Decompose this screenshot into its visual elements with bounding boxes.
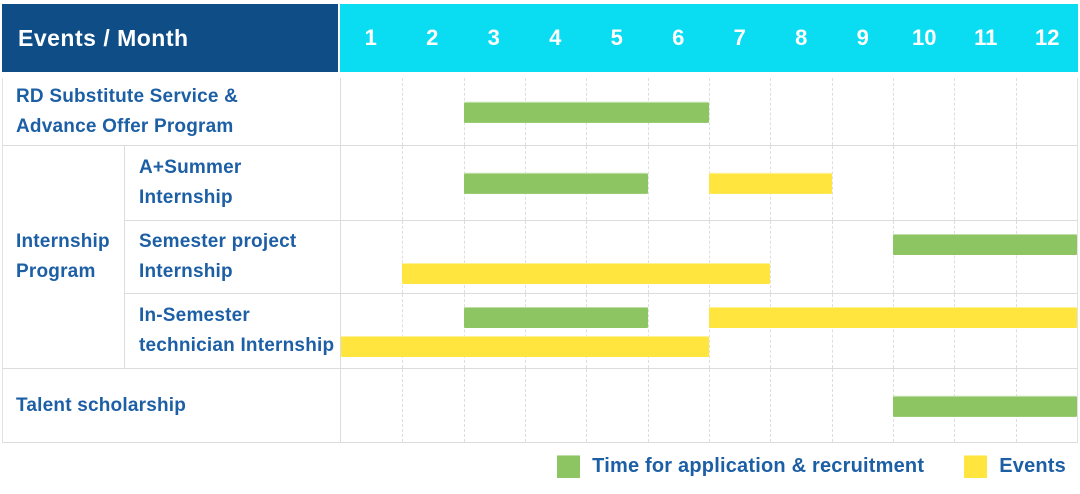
legend-item-events: Events [964,454,1066,478]
month-gridline [647,369,649,442]
month-gridline [831,294,833,368]
month-gridline [893,221,894,293]
month-gridline [402,221,404,293]
month-header-cell: 9 [856,25,869,50]
month-header-cell: 10 [912,25,937,50]
month-header-cell: 6 [672,25,685,50]
application-bar [893,234,1077,255]
month-gridline [770,294,772,368]
month-gridline [893,294,894,368]
events-bar [709,307,1077,328]
application-bar [463,172,648,194]
group-rows: A+Summer Internship Semester project Int… [125,146,1077,368]
events-bar [402,263,771,284]
events-bar [709,172,832,194]
gantt-chart: Events / Month 1 2 3 4 5 6 7 8 9 10 11 12 RD Substi… [2,4,1078,443]
month-gridline [831,221,833,293]
row-label-in-semester: In-Semester technician Internship [125,294,341,368]
month-gridline [402,294,404,368]
month-gridline [1015,78,1017,145]
chart-cell-a-plus-summer [341,146,1077,220]
legend-item-application: Time for application & recruitment [557,454,925,478]
month-gridline [1015,221,1017,293]
month-gridline [709,78,710,145]
month-header-cell: 8 [795,25,808,50]
month-header-cell: 4 [549,25,562,50]
internship-program-group: Internship Program A+Summer Internship S… [3,146,1077,369]
month-gridline [525,369,526,442]
month-gridline [709,221,710,293]
month-gridline [893,146,894,220]
group-label-internship-program: Internship Program [3,146,125,368]
application-bar [463,307,648,328]
month-gridline [770,221,772,293]
table-body: RD Substitute Service & Advance Offer Pr… [2,78,1078,443]
month-gridline [525,221,526,293]
month-gridline [831,146,833,220]
application-bar [893,395,1077,417]
month-header-cell: 5 [610,25,623,50]
table-title: Events / Month [18,24,189,51]
month-gridline [402,369,404,442]
month-header-cell: 12 [1035,25,1060,50]
row-label-semester-project: Semester project Internship [125,221,341,293]
month-gridline [402,146,404,220]
month-gridline [647,146,649,220]
legend-label-application: Time for application & recruitment [592,454,925,477]
month-header-strip: 1 2 3 4 5 6 7 8 9 10 11 12 [340,4,1078,72]
month-gridline [770,78,772,145]
month-gridline [647,294,649,368]
month-gridline [586,294,588,368]
month-gridline [1015,294,1017,368]
application-bar [463,101,709,123]
month-gridline [831,78,833,145]
month-gridline [1015,146,1017,220]
legend-swatch-events-icon [964,454,988,478]
month-gridline [647,221,649,293]
month-gridline [463,294,465,368]
row-label-a-plus-summer: A+Summer Internship [125,146,341,220]
chart-cell-in-semester [341,294,1077,368]
month-gridline [586,369,588,442]
chart-cell-rd-substitute [341,78,1077,145]
month-gridline [954,221,956,293]
table-header-row: Events / Month 1 2 3 4 5 6 7 8 9 10 11 12 [2,4,1078,72]
month-gridline [709,294,710,368]
month-gridline [463,369,465,442]
chart-cell-talent-scholarship [341,369,1077,442]
month-header-cell: 1 [364,25,377,50]
legend: Time for application & recruitment Event… [531,453,1066,479]
table-row: Semester project Internship [125,221,1077,294]
month-gridline [586,221,588,293]
month-gridline [954,146,956,220]
month-gridline [831,369,833,442]
month-gridline [893,78,894,145]
table-row: A+Summer Internship [125,146,1077,221]
events-month-header-cell: Events / Month [2,4,338,72]
month-gridline [770,369,772,442]
month-header-cell: 2 [426,25,439,50]
month-header-cell: 11 [974,25,998,50]
row-label-rd-substitute: RD Substitute Service & Advance Offer Pr… [3,78,341,145]
chart-cell-semester-project [341,221,1077,293]
table-row: Talent scholarship [3,369,1077,442]
legend-label-events: Events [999,454,1066,477]
month-gridline [525,294,526,368]
month-gridline [402,78,404,145]
table-row: RD Substitute Service & Advance Offer Pr… [3,78,1077,146]
month-header-cell: 3 [487,25,500,50]
events-bar [341,336,709,357]
table-row: In-Semester technician Internship [125,294,1077,368]
row-label-talent-scholarship: Talent scholarship [3,369,341,442]
month-gridline [709,369,710,442]
month-gridline [463,221,465,293]
month-gridline [954,78,956,145]
month-gridline [954,294,956,368]
legend-swatch-application-icon [557,454,581,478]
month-header-cell: 7 [733,25,746,50]
